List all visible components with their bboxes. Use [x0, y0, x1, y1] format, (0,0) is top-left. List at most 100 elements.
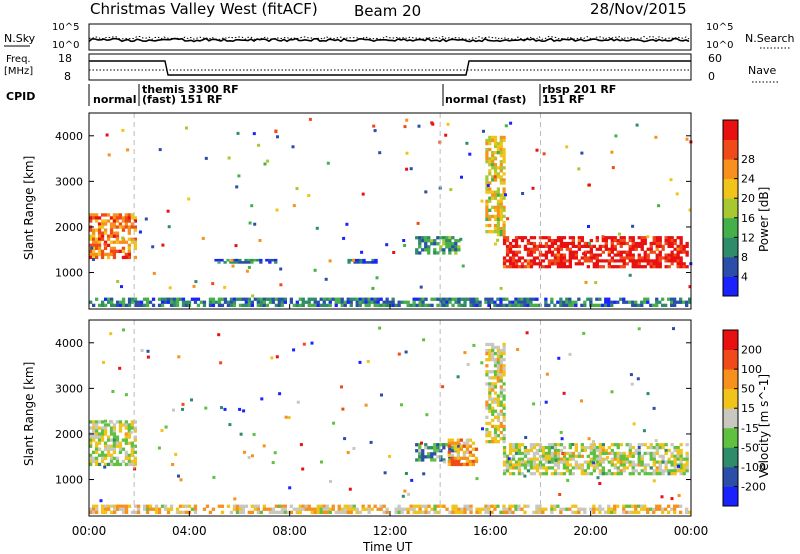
heatmap-cell [502, 160, 506, 164]
heatmap-cell [493, 217, 498, 222]
heatmap-cell [673, 247, 677, 251]
heatmap-cell [574, 253, 578, 257]
heatmap-cell [505, 247, 510, 251]
heatmap-cell [628, 463, 632, 467]
heatmap-cell [100, 429, 105, 433]
heatmap-cell [685, 265, 689, 269]
heatmap-cell [529, 241, 534, 246]
heatmap-cell [553, 460, 558, 464]
heatmap-cell [371, 261, 375, 264]
heatmap-cell [598, 463, 602, 467]
heatmap-cell [616, 253, 620, 257]
heatmap-cell [613, 265, 617, 269]
heatmap-cell [340, 385, 343, 389]
heatmap-cell [541, 454, 546, 458]
heatmap-cell [448, 251, 452, 255]
heatmap-cell [488, 342, 492, 347]
heatmap-cell [493, 382, 498, 386]
heatmap-cell [433, 504, 437, 508]
heatmap-cell [103, 447, 108, 451]
heatmap-cell [127, 228, 131, 232]
heatmap-cell [217, 300, 222, 304]
heatmap-cell [127, 453, 131, 457]
heatmap-cell [502, 351, 506, 356]
heatmap-cell [586, 265, 590, 269]
heatmap-cell [298, 510, 302, 514]
heatmap-cell [667, 256, 671, 260]
heatmap-cell [178, 510, 183, 514]
heatmap-cell [163, 300, 168, 304]
heatmap-cell [505, 507, 509, 511]
heatmap-cell [280, 303, 284, 307]
heatmap-cell [355, 297, 359, 301]
heatmap-cell [100, 219, 105, 223]
heatmap-cell [661, 472, 665, 476]
heatmap-cell [517, 448, 522, 453]
heatmap-cell [601, 469, 605, 473]
heatmap-cell [588, 242, 591, 245]
heatmap-cell [421, 458, 425, 462]
heatmap-cell [275, 208, 279, 212]
heatmap-cell [469, 303, 473, 307]
heatmap-cell [92, 510, 96, 514]
heatmap-cell [658, 466, 662, 470]
heatmap-cell [493, 144, 498, 149]
heatmap-cell [115, 444, 120, 448]
heatmap-cell [592, 256, 596, 260]
heatmap-cell [104, 419, 107, 423]
heatmap-cell [488, 169, 492, 173]
heatmap-cell [655, 443, 659, 447]
heatmap-cell [670, 259, 674, 263]
heatmap-cell [160, 429, 164, 432]
heatmap-cell [592, 463, 596, 467]
heatmap-cell [424, 190, 428, 194]
heatmap-cell [436, 443, 440, 447]
heatmap-cell [337, 297, 341, 301]
heatmap-cell [628, 247, 632, 251]
heatmap-cell [383, 471, 387, 475]
heatmap-cell [376, 303, 380, 307]
heatmap-cell [565, 466, 569, 470]
heatmap-cell [352, 507, 356, 511]
heatmap-cell [496, 227, 500, 231]
heatmap-cell [196, 297, 201, 301]
heatmap-cell [457, 248, 461, 252]
heatmap-cell [547, 460, 552, 464]
heatmap-cell [532, 443, 537, 447]
heatmap-cell [232, 303, 237, 307]
heatmap-cell [670, 454, 674, 458]
heatmap-cell [505, 236, 510, 240]
heatmap-cell [95, 432, 99, 436]
heatmap-cell [493, 400, 498, 404]
heatmap-cell [271, 510, 275, 514]
heatmap-cell [532, 460, 537, 464]
heatmap-cell [172, 300, 177, 304]
heatmap-cell [127, 456, 131, 460]
heatmap-cell [538, 303, 542, 307]
cpid-seg-151rf: 151 RF [542, 93, 585, 106]
heatmap-cell [664, 236, 668, 240]
heatmap-cell [640, 247, 644, 251]
heatmap-cell [421, 504, 425, 508]
heatmap-cell [468, 453, 473, 457]
heatmap-cell [616, 469, 620, 473]
heatmap-cell [163, 297, 168, 301]
heatmap-cell [121, 300, 126, 304]
heatmap-cell [679, 262, 683, 266]
heatmap-cell [463, 510, 467, 514]
heatmap-cell [490, 504, 494, 508]
heatmap-cell [499, 286, 503, 290]
heatmap-cell [160, 504, 165, 508]
heatmap-cell [637, 262, 641, 266]
heatmap-cell [520, 507, 524, 511]
heatmap-cell [493, 303, 497, 307]
heatmap-cell [658, 265, 662, 269]
heatmap-cell [496, 351, 500, 356]
heatmap-cell [235, 297, 240, 301]
heatmap-cell [250, 510, 254, 514]
heatmap-cell [598, 504, 602, 508]
heatmap-cell [643, 265, 647, 269]
heatmap-cell [628, 244, 632, 248]
heatmap-cell [92, 243, 96, 247]
heatmap-cell [124, 255, 128, 260]
